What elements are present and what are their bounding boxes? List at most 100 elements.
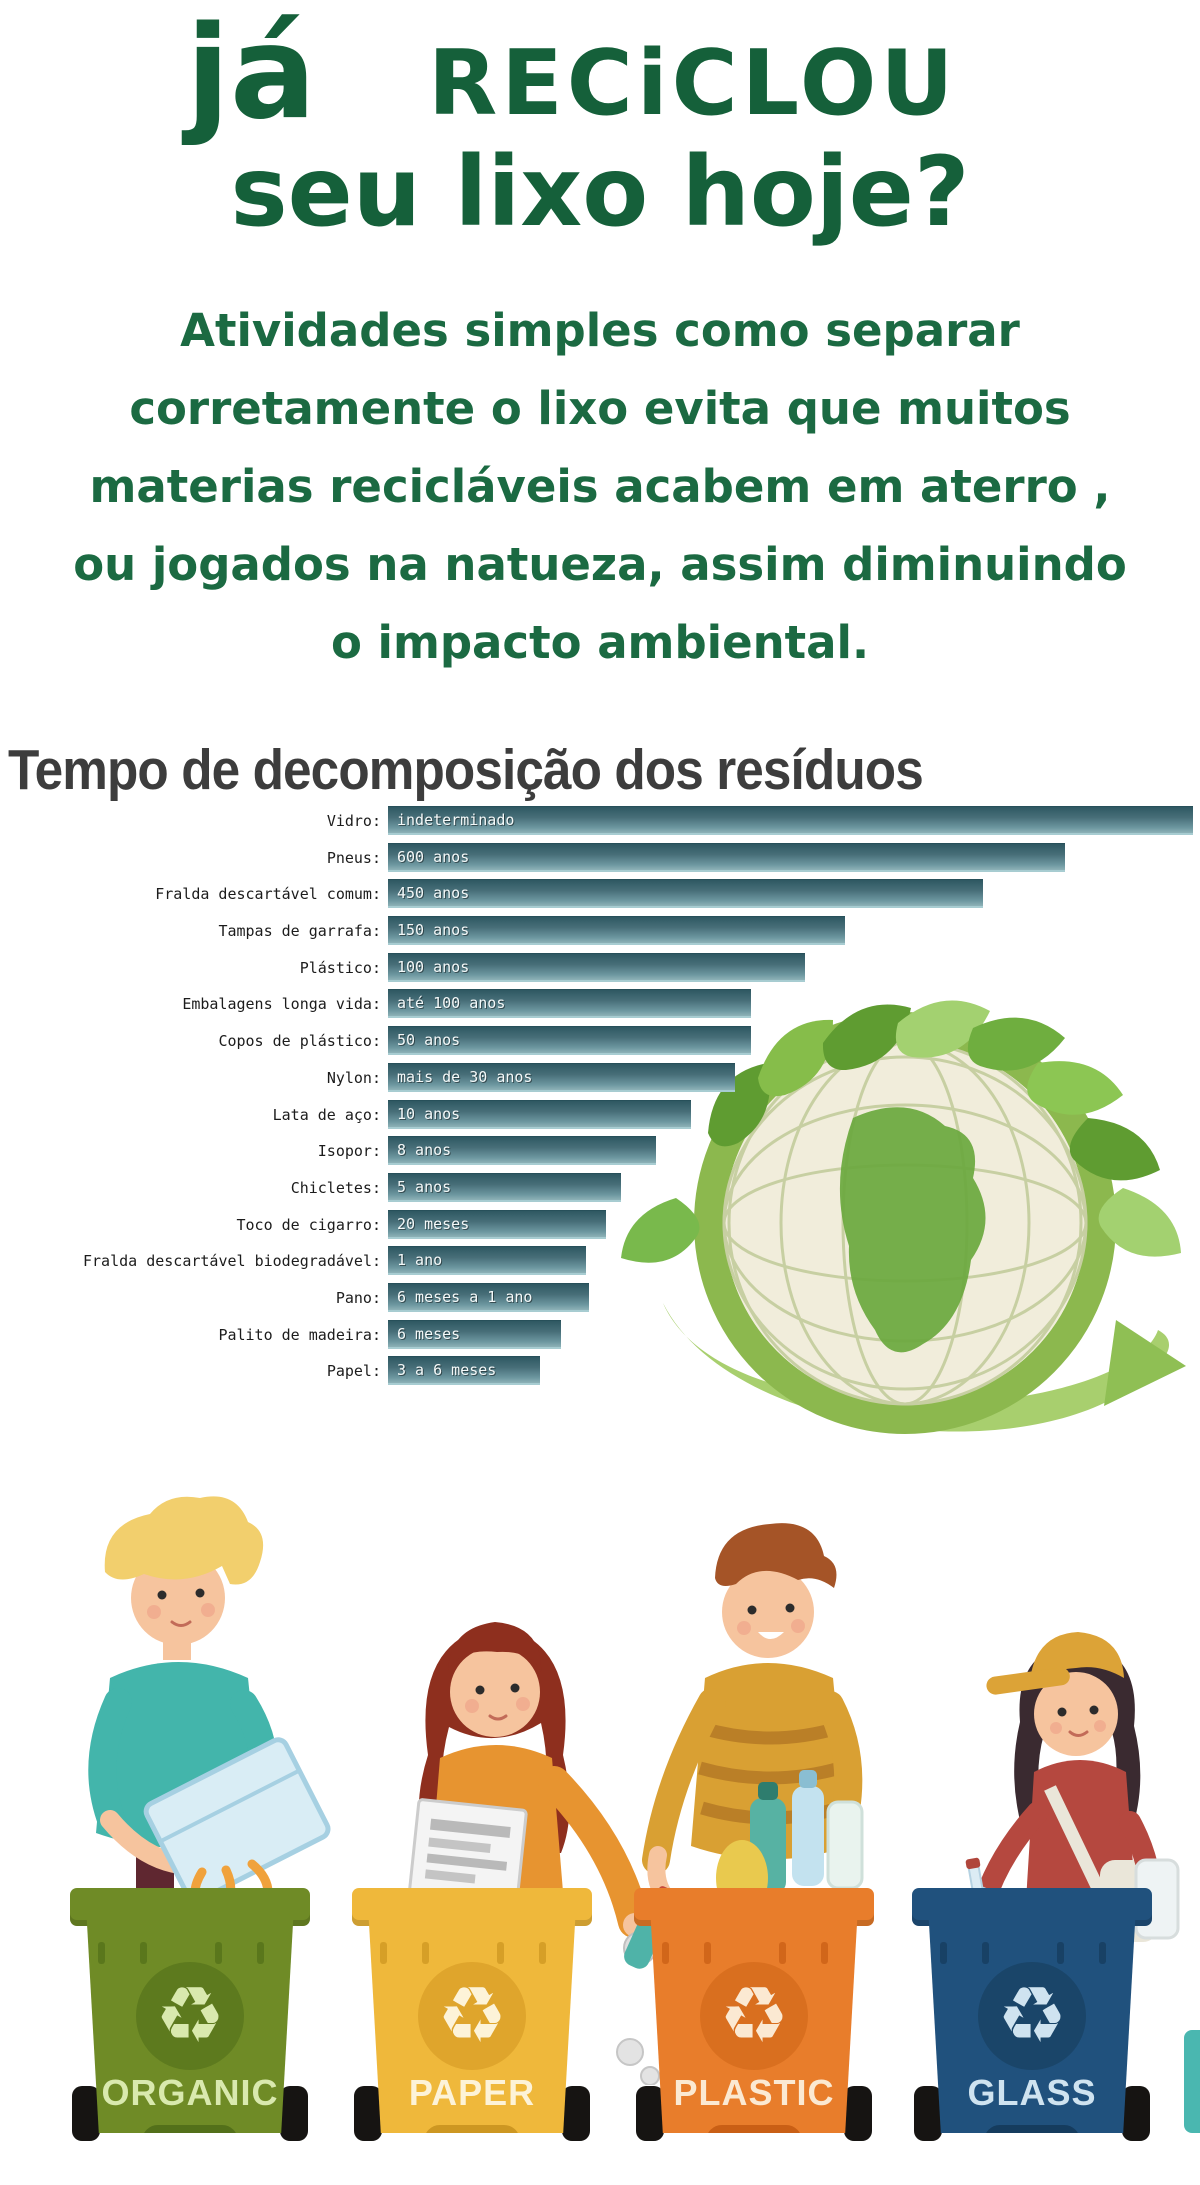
bin-notch xyxy=(215,1942,222,1964)
category-label: Pneus: xyxy=(326,848,381,867)
chart-row: Nylon: mais de 30 anos xyxy=(0,1062,1200,1100)
bin-body: ♻ GLASS xyxy=(928,1920,1136,2133)
bar-track: 6 meses a 1 ano xyxy=(388,1282,1200,1312)
person-hair xyxy=(715,1523,837,1588)
category-label: Copos de plástico: xyxy=(218,1032,381,1051)
bin-handle xyxy=(984,2125,1080,2133)
person-arm xyxy=(88,1688,132,1836)
infographic-poster: { "header": { "word_ja": "já", "word_rec… xyxy=(0,0,1200,2141)
category-label: Plástico: xyxy=(299,958,381,977)
category-label: Embalagens longa vida: xyxy=(182,995,381,1014)
person-arm xyxy=(538,1766,650,1938)
chart-row: Palito de madeira: 6 meses xyxy=(0,1319,1200,1357)
bar-value-label: 20 meses xyxy=(397,1214,470,1233)
bin-wheel xyxy=(636,2086,664,2141)
category-label: Toco de cigarro: xyxy=(236,1215,382,1234)
leaf-cluster xyxy=(621,1000,1181,1263)
intro-line: corretamente o lixo evita que muitos xyxy=(129,382,1071,435)
chart-row: Pneus: 600 anos xyxy=(0,842,1200,880)
bin-body: ♻ PLASTIC xyxy=(650,1920,858,2133)
bar-track: 600 anos xyxy=(388,842,1200,872)
bar-value-label: 450 anos xyxy=(397,884,470,903)
bin-wheel xyxy=(354,2086,382,2141)
chart-row: Embalagens longa vida: até 100 anos xyxy=(0,989,1200,1026)
bar-track: 450 anos xyxy=(388,879,1200,909)
bar: 8 anos xyxy=(388,1136,656,1166)
bar: 3 a 6 meses xyxy=(388,1356,540,1386)
category-label: Palito de madeira: xyxy=(218,1325,381,1344)
bar: 150 anos xyxy=(388,916,845,946)
bar-track: 3 a 6 meses xyxy=(388,1356,1200,1386)
bin-notch xyxy=(497,1942,504,1964)
bin-notch xyxy=(704,1942,711,1964)
recycle-emblem: ♻ xyxy=(978,1962,1086,2070)
bin-notch xyxy=(257,1942,264,1964)
category-label: Lata de aço: xyxy=(272,1105,381,1124)
bin-wheel xyxy=(1122,2086,1150,2141)
intro-line: materias recicláveis acabem em aterro , xyxy=(89,460,1111,513)
chart-row: Fralda descartável biodegradável: 1 ano xyxy=(0,1246,1200,1283)
chart-row: Fralda descartável comum: 450 anos xyxy=(0,879,1200,916)
recycle-emblem: ♻ xyxy=(136,1962,244,2070)
bin-notch xyxy=(98,1942,105,1964)
bin-label: PAPER xyxy=(408,2072,536,2113)
bar-track: 20 meses xyxy=(388,1209,1200,1239)
category-label: Nylon: xyxy=(326,1068,381,1087)
bar: indeterminado xyxy=(388,806,1193,835)
category-label: Vidro: xyxy=(326,812,381,830)
bin-notch xyxy=(982,1942,989,1964)
chart-row: Copos de plástico: 50 anos xyxy=(0,1026,1200,1063)
bin-wheel xyxy=(844,2086,872,2141)
bar: mais de 30 anos xyxy=(388,1062,735,1092)
bin-label: PLASTIC xyxy=(673,2072,835,2113)
chart-row: Pano: 6 meses a 1 ano xyxy=(0,1282,1200,1320)
bin-notch xyxy=(1099,1942,1106,1964)
person-arm xyxy=(642,1688,726,1874)
bin-lid xyxy=(70,1888,310,1926)
paper-ball xyxy=(640,2066,660,2085)
bar-track: 50 anos xyxy=(388,1026,1200,1056)
bar-value-label: 50 anos xyxy=(397,1031,461,1050)
bin-lid xyxy=(352,1888,592,1926)
swoosh-arrowhead xyxy=(1104,1320,1186,1406)
category-label: Chicletes: xyxy=(290,1178,381,1197)
bin-body: ♻ PAPER xyxy=(368,1920,576,2133)
bin-wheel xyxy=(72,2086,100,2141)
bin-notch xyxy=(140,1942,147,1964)
bin-handle xyxy=(706,2125,802,2133)
bar-value-label: 150 anos xyxy=(397,921,470,940)
bar-track: indeterminado xyxy=(388,806,1200,835)
cap-brim xyxy=(986,1667,1070,1695)
bin-wheel xyxy=(562,2086,590,2141)
cropped-figure-edge xyxy=(1184,2030,1200,2133)
bin-label: GLASS xyxy=(967,2072,1097,2113)
recycle-emblem: ♻ xyxy=(700,1962,808,2070)
bar-value-label: 6 meses xyxy=(397,1324,461,1343)
bin-handle xyxy=(142,2125,238,2133)
bin-lid xyxy=(912,1888,1152,1926)
bar: 6 meses a 1 ano xyxy=(388,1282,589,1312)
decomposition-bar-chart: Vidro: indeterminado Pneus: 600 anos Fralda … xyxy=(0,806,1200,1393)
bar-track: mais de 30 anos xyxy=(388,1062,1200,1092)
person-organic-illustration xyxy=(88,1496,331,2000)
chart-row: Papel: 3 a 6 meses xyxy=(0,1356,1200,1393)
bin-glass: ♻ GLASS xyxy=(912,1888,1152,2141)
bar-value-label: 600 anos xyxy=(397,847,470,866)
chart-row: Vidro: indeterminado xyxy=(0,806,1200,843)
bin-body: ♻ ORGANIC xyxy=(86,1920,294,2133)
bar-track: 150 anos xyxy=(388,916,1200,946)
person-head xyxy=(722,1566,814,1658)
bin-wheel xyxy=(280,2086,308,2141)
bar-track: 6 meses xyxy=(388,1319,1200,1349)
category-label: Papel: xyxy=(326,1362,381,1381)
title-word-reciclou: RECiCLOU xyxy=(428,31,958,136)
chart-row: Tampas de garrafa: 150 anos xyxy=(0,916,1200,953)
chart-row: Plástico: 100 anos xyxy=(0,952,1200,990)
bin-notch xyxy=(662,1942,669,1964)
bin-notch xyxy=(380,1942,387,1964)
person-head xyxy=(1034,1672,1118,1756)
bar-value-label: 100 anos xyxy=(397,957,470,976)
bar: 20 meses xyxy=(388,1209,606,1239)
bar: 450 anos xyxy=(388,879,983,909)
bar-value-label: 1 ano xyxy=(397,1251,443,1270)
